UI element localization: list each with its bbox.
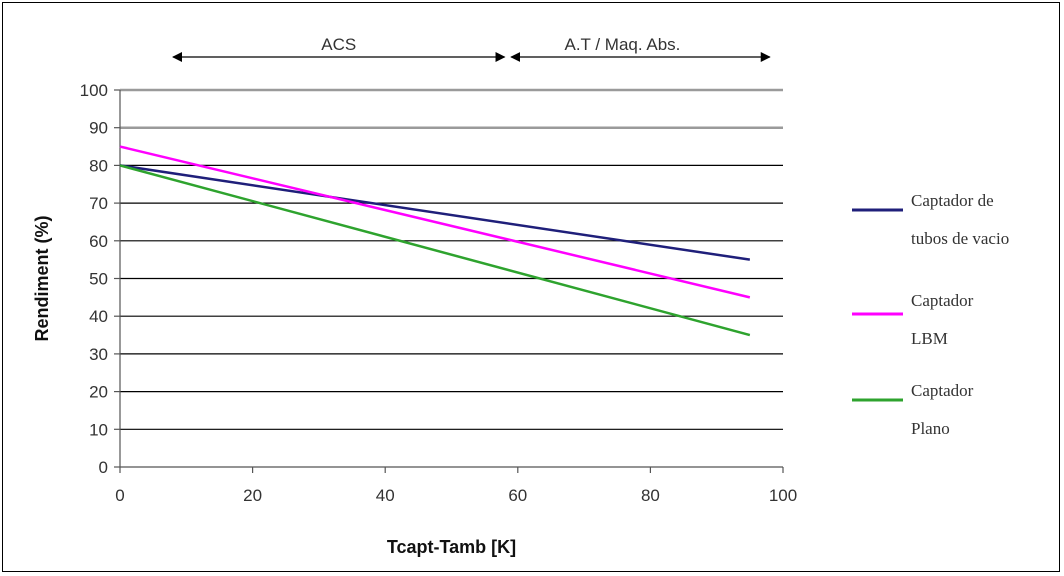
y-tick-label-40: 40 <box>89 307 108 326</box>
legend-label-2-0: Captador <box>911 381 974 400</box>
series-line-0 <box>119 164 751 261</box>
legend-label-2-1: Plano <box>911 419 950 438</box>
y-tick-label-70: 70 <box>89 194 108 213</box>
legend-label-0-1: tubos de vacio <box>911 229 1009 248</box>
y-tick-label-60: 60 <box>89 232 108 251</box>
y-tick-label-80: 80 <box>89 156 108 175</box>
x-tick-label-0: 0 <box>115 486 124 505</box>
y-tick-label-50: 50 <box>89 270 108 289</box>
x-tick-label-40: 40 <box>376 486 395 505</box>
tick-labels: 0 10 20 30 40 50 60 70 80 90 100 0 20 40 60 80 100 <box>80 81 798 505</box>
range-arrows: ACS A.T / Maq. Abs. <box>172 35 771 62</box>
y-tick-label-0: 0 <box>99 458 108 477</box>
range-label-1: A.T / Maq. Abs. <box>565 35 681 54</box>
x-tick-label-80: 80 <box>641 486 660 505</box>
y-axis-title: Rendiment (%) <box>32 215 52 341</box>
x-tick-label-60: 60 <box>508 486 527 505</box>
series-lines <box>119 145 751 337</box>
series-line-2 <box>119 164 751 337</box>
x-axis-title: Tcapt-Tamb [K] <box>387 537 516 557</box>
y-tick-label-30: 30 <box>89 345 108 364</box>
legend: Captador de tubos de vacio Captador LBM Capt… <box>852 191 1009 438</box>
series-line-1 <box>119 145 751 299</box>
legend-label-0-0: Captador de <box>911 191 994 210</box>
range-label-0: ACS <box>321 35 356 54</box>
y-tick-label-100: 100 <box>80 81 108 100</box>
x-tick-label-100: 100 <box>769 486 797 505</box>
y-tick-label-20: 20 <box>89 383 108 402</box>
legend-label-1-1: LBM <box>911 329 948 348</box>
grid-lines <box>120 88 783 430</box>
x-tick-label-20: 20 <box>243 486 262 505</box>
y-tick-label-90: 90 <box>89 119 108 138</box>
legend-label-1-0: Captador <box>911 291 974 310</box>
y-tick-label-10: 10 <box>89 420 108 439</box>
axes <box>114 89 784 473</box>
